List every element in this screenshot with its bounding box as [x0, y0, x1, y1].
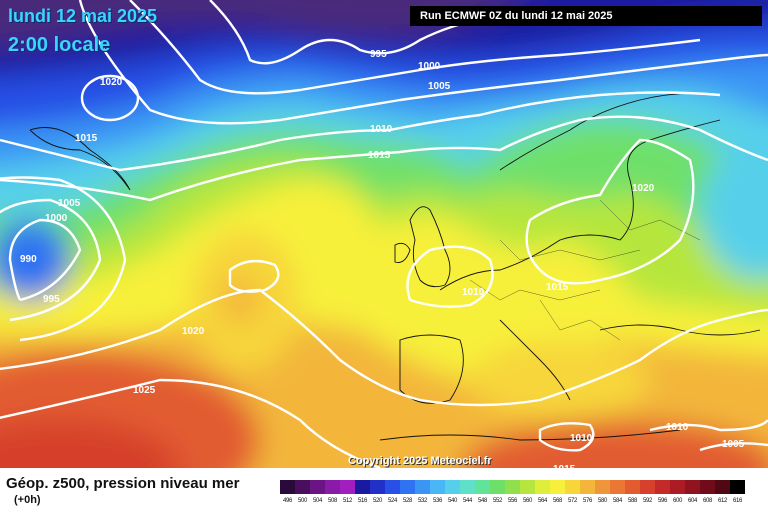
forecast-step: (+0h) [14, 494, 41, 506]
isobar-label: 1010 [666, 422, 689, 433]
scale-tick-label: 560 [522, 498, 533, 504]
color-swatch [565, 480, 580, 494]
geopotential-field [0, 0, 768, 468]
color-swatch [505, 480, 520, 494]
isobar-label: 1010 [462, 287, 485, 298]
isobar-label: 1025 [133, 385, 156, 396]
color-swatch [550, 480, 565, 494]
color-swatch [520, 480, 535, 494]
isobar-label: 1015 [368, 150, 391, 161]
scale-tick-label: 576 [582, 498, 593, 504]
color-swatch [535, 480, 550, 494]
isobar-label: 1010 [370, 124, 393, 135]
color-swatch [580, 480, 595, 494]
scale-tick-label: 508 [327, 498, 338, 504]
scale-tick-label: 532 [417, 498, 428, 504]
scale-tick-label: 524 [387, 498, 398, 504]
color-swatch [280, 480, 295, 494]
scale-tick-label: 496 [282, 498, 293, 504]
model-run-banner: Run ECMWF 0Z du lundi 12 mai 2025 [410, 6, 762, 26]
scale-tick-label: 544 [462, 498, 473, 504]
isobar-label: 1020 [100, 77, 123, 88]
scale-tick-label: 616 [732, 498, 743, 504]
isobar-label: 1000 [45, 213, 68, 224]
color-swatch [445, 480, 460, 494]
scale-tick-label: 572 [567, 498, 578, 504]
field-caption: Géop. z500, pression niveau mer [6, 475, 240, 492]
isobar-label: 1020 [632, 183, 655, 194]
isobar-label: 1015 [546, 282, 569, 293]
color-swatch [475, 480, 490, 494]
scale-tick-label: 564 [537, 498, 548, 504]
copyright: Copyright 2025 Meteociel.fr [348, 455, 492, 467]
color-swatch [640, 480, 655, 494]
color-swatch [385, 480, 400, 494]
map-date: lundi 12 mai 2025 [8, 6, 158, 26]
color-swatch [340, 480, 355, 494]
scale-tick-label: 608 [702, 498, 713, 504]
scale-tick-label: 540 [447, 498, 458, 504]
color-swatch [460, 480, 475, 494]
isobars [0, 0, 768, 468]
borders [469, 199, 701, 341]
scale-tick-label: 500 [297, 498, 308, 504]
color-swatch [625, 480, 640, 494]
isobar-label: 995 [43, 294, 60, 305]
scale-tick-label: 536 [432, 498, 443, 504]
scale-tick-label: 568 [552, 498, 563, 504]
coastlines [29, 92, 761, 441]
scale-tick-label: 600 [672, 498, 683, 504]
isobar-label: 1000 [418, 61, 441, 72]
scale-tick-label: 520 [372, 498, 383, 504]
color-swatch [655, 480, 670, 494]
color-swatch [400, 480, 415, 494]
color-swatch [730, 480, 745, 494]
isobar-label: 1010 [570, 433, 593, 444]
color-swatch [325, 480, 340, 494]
color-swatch [610, 480, 625, 494]
isobar-label: 1015 [553, 464, 576, 468]
color-swatch [595, 480, 610, 494]
scale-tick-label: 588 [627, 498, 638, 504]
map-time: 2:00 locale [8, 34, 111, 56]
color-swatch [430, 480, 445, 494]
color-swatch [415, 480, 430, 494]
color-swatch [310, 480, 325, 494]
color-swatch [355, 480, 370, 494]
color-swatch [685, 480, 700, 494]
isobar-label: 1015 [75, 133, 98, 144]
color-swatch [700, 480, 715, 494]
scale-tick-label: 528 [402, 498, 413, 504]
color-swatch [670, 480, 685, 494]
isobar-label: 990 [20, 254, 37, 265]
scale-tick-label: 596 [657, 498, 668, 504]
isobar-label: 1005 [722, 439, 745, 450]
isobar-label: 1005 [428, 81, 451, 92]
scale-tick-label: 504 [312, 498, 323, 504]
scale-tick-label: 516 [357, 498, 368, 504]
isobar-label: 1005 [58, 198, 81, 209]
color-scale-ticks: 496 500 504 508 512 516 520 524 528 532 536 540 544 5… [280, 498, 745, 504]
color-scale [280, 480, 745, 494]
isobar-label: 995 [370, 49, 387, 60]
scale-tick-label: 512 [342, 498, 353, 504]
isobar-labels: 995 1000 1005 1020 1015 1010 1015 1020 1… [20, 49, 745, 468]
scale-tick-label: 584 [612, 498, 623, 504]
color-swatch [295, 480, 310, 494]
scale-tick-label: 592 [642, 498, 653, 504]
scale-tick-label: 612 [717, 498, 728, 504]
isobar-label: 1020 [182, 326, 205, 337]
scale-tick-label: 580 [597, 498, 608, 504]
scale-tick-label: 604 [687, 498, 698, 504]
color-swatch [715, 480, 730, 494]
scale-tick-label: 556 [507, 498, 518, 504]
scale-tick-label: 552 [492, 498, 503, 504]
color-swatch [370, 480, 385, 494]
forecast-map: 995 1000 1005 1020 1015 1010 1015 1020 1… [0, 0, 768, 468]
scale-tick-label: 548 [477, 498, 488, 504]
color-swatch [490, 480, 505, 494]
